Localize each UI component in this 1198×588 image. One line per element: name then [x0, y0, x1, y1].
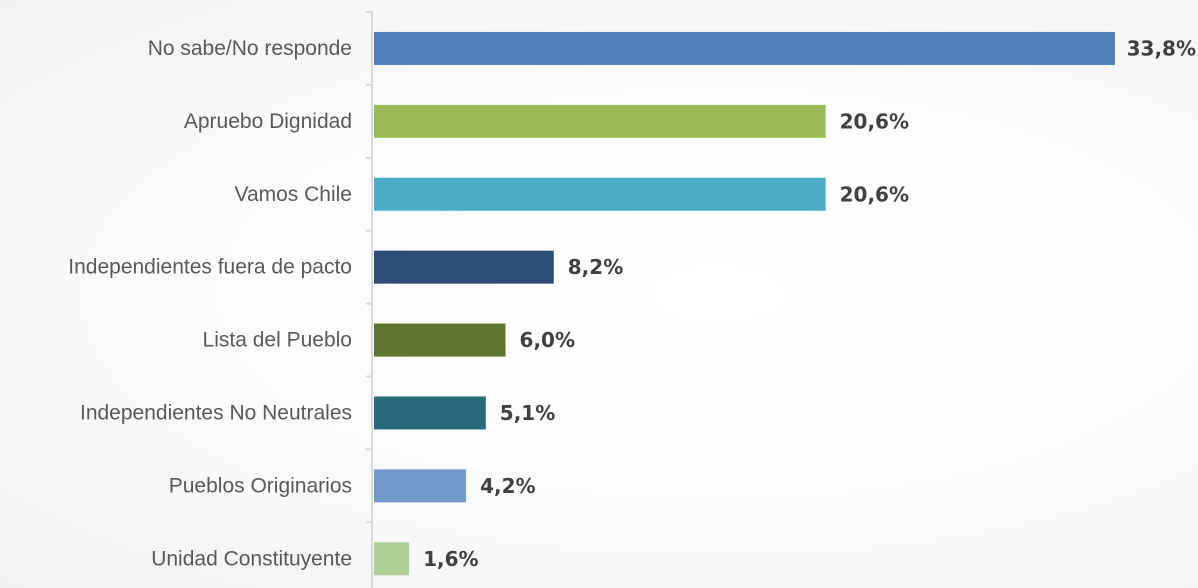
bar-vamos-chile — [374, 177, 826, 211]
bar-independientes-no-neutrales — [374, 396, 486, 430]
value-label: 33,8% — [1127, 36, 1196, 60]
category-label: No sabe/No responde — [148, 37, 352, 60]
bar-no-sabe-no-responde — [374, 31, 1115, 65]
bars-group — [374, 31, 1115, 576]
bar-apruebo-dignidad — [374, 104, 826, 138]
category-labels: No sabe/No responde Apruebo Dignidad Vamos… — [68, 37, 352, 570]
value-label: 1,6% — [423, 547, 478, 571]
value-label: 8,2% — [568, 255, 623, 279]
category-label: Unidad Constituyente — [151, 547, 352, 570]
value-label: 4,2% — [480, 474, 535, 498]
bar-lista-del-pueblo — [374, 323, 506, 357]
category-label: Lista del Pueblo — [203, 329, 352, 352]
category-label: Pueblos Originarios — [169, 474, 352, 497]
bar-pueblos-originarios — [374, 469, 467, 503]
category-label: Vamos Chile — [235, 183, 353, 206]
value-label: 5,1% — [500, 401, 555, 425]
value-labels: 33,8% 20,6% 20,6% 8,2% 6,0% 5,1% 4,2% 1,6% — [423, 36, 1196, 570]
category-label: Independientes fuera de pacto — [68, 256, 352, 279]
category-label: Apruebo Dignidad — [184, 110, 352, 133]
value-label: 20,6% — [840, 109, 909, 133]
value-label: 20,6% — [840, 182, 909, 206]
bar-unidad-constituyente — [374, 542, 410, 576]
category-label: Independientes No Neutrales — [80, 401, 352, 424]
value-label: 6,0% — [520, 328, 575, 352]
axis-ticks — [366, 11, 372, 524]
bar-independientes-fuera-de-pacto — [374, 250, 554, 284]
